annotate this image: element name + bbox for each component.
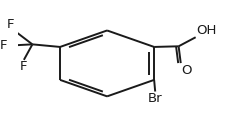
Text: Br: Br — [147, 92, 162, 105]
Text: O: O — [181, 64, 191, 77]
Text: F: F — [0, 39, 7, 52]
Text: F: F — [7, 18, 15, 31]
Text: F: F — [20, 60, 27, 73]
Text: OH: OH — [195, 24, 216, 37]
